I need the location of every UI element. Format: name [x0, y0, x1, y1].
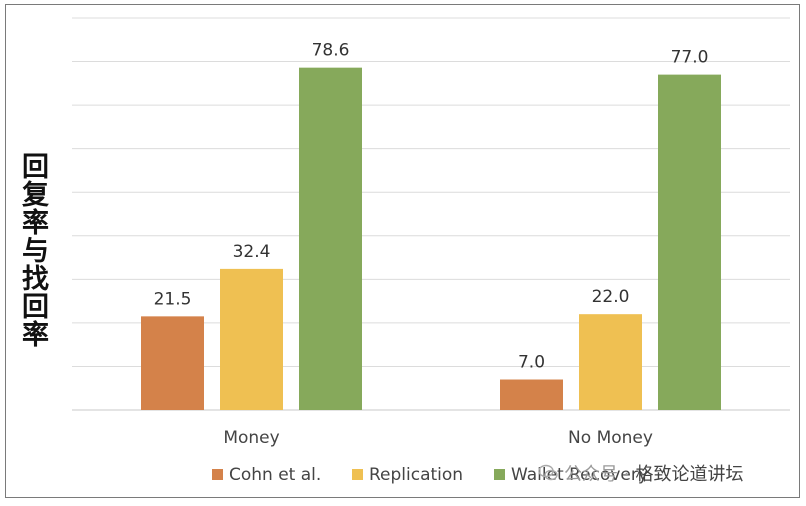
data-label: 77.0	[671, 48, 709, 68]
bar	[500, 379, 563, 410]
bar	[579, 314, 642, 410]
legend-swatch	[212, 469, 223, 480]
legend-entry: Wallet Recovery	[511, 465, 648, 485]
legend-entry: Cohn et al.	[229, 465, 321, 485]
bar	[141, 316, 204, 410]
data-label: 7.0	[518, 353, 545, 373]
watermark: 公众号 · 格致论道讲坛	[538, 460, 743, 486]
bar	[299, 67, 362, 411]
watermark-prefix: 公众号 ·	[564, 464, 630, 485]
bar	[658, 74, 721, 410]
x-tick-label: No Money	[568, 428, 653, 448]
y-axis-label: 回复率与找回率	[17, 152, 48, 348]
legend-swatch	[352, 469, 363, 480]
legend-entry: Replication	[369, 465, 463, 485]
chat-bubble-icon	[538, 464, 558, 481]
data-label: 22.0	[592, 287, 630, 307]
legend-swatch	[494, 469, 505, 480]
watermark-text: 格致论道讲坛	[635, 464, 744, 485]
data-label: 78.6	[312, 41, 350, 61]
bar	[220, 268, 283, 410]
data-label: 21.5	[154, 289, 192, 309]
x-tick-label: Money	[223, 428, 279, 448]
data-label: 32.4	[233, 242, 271, 262]
